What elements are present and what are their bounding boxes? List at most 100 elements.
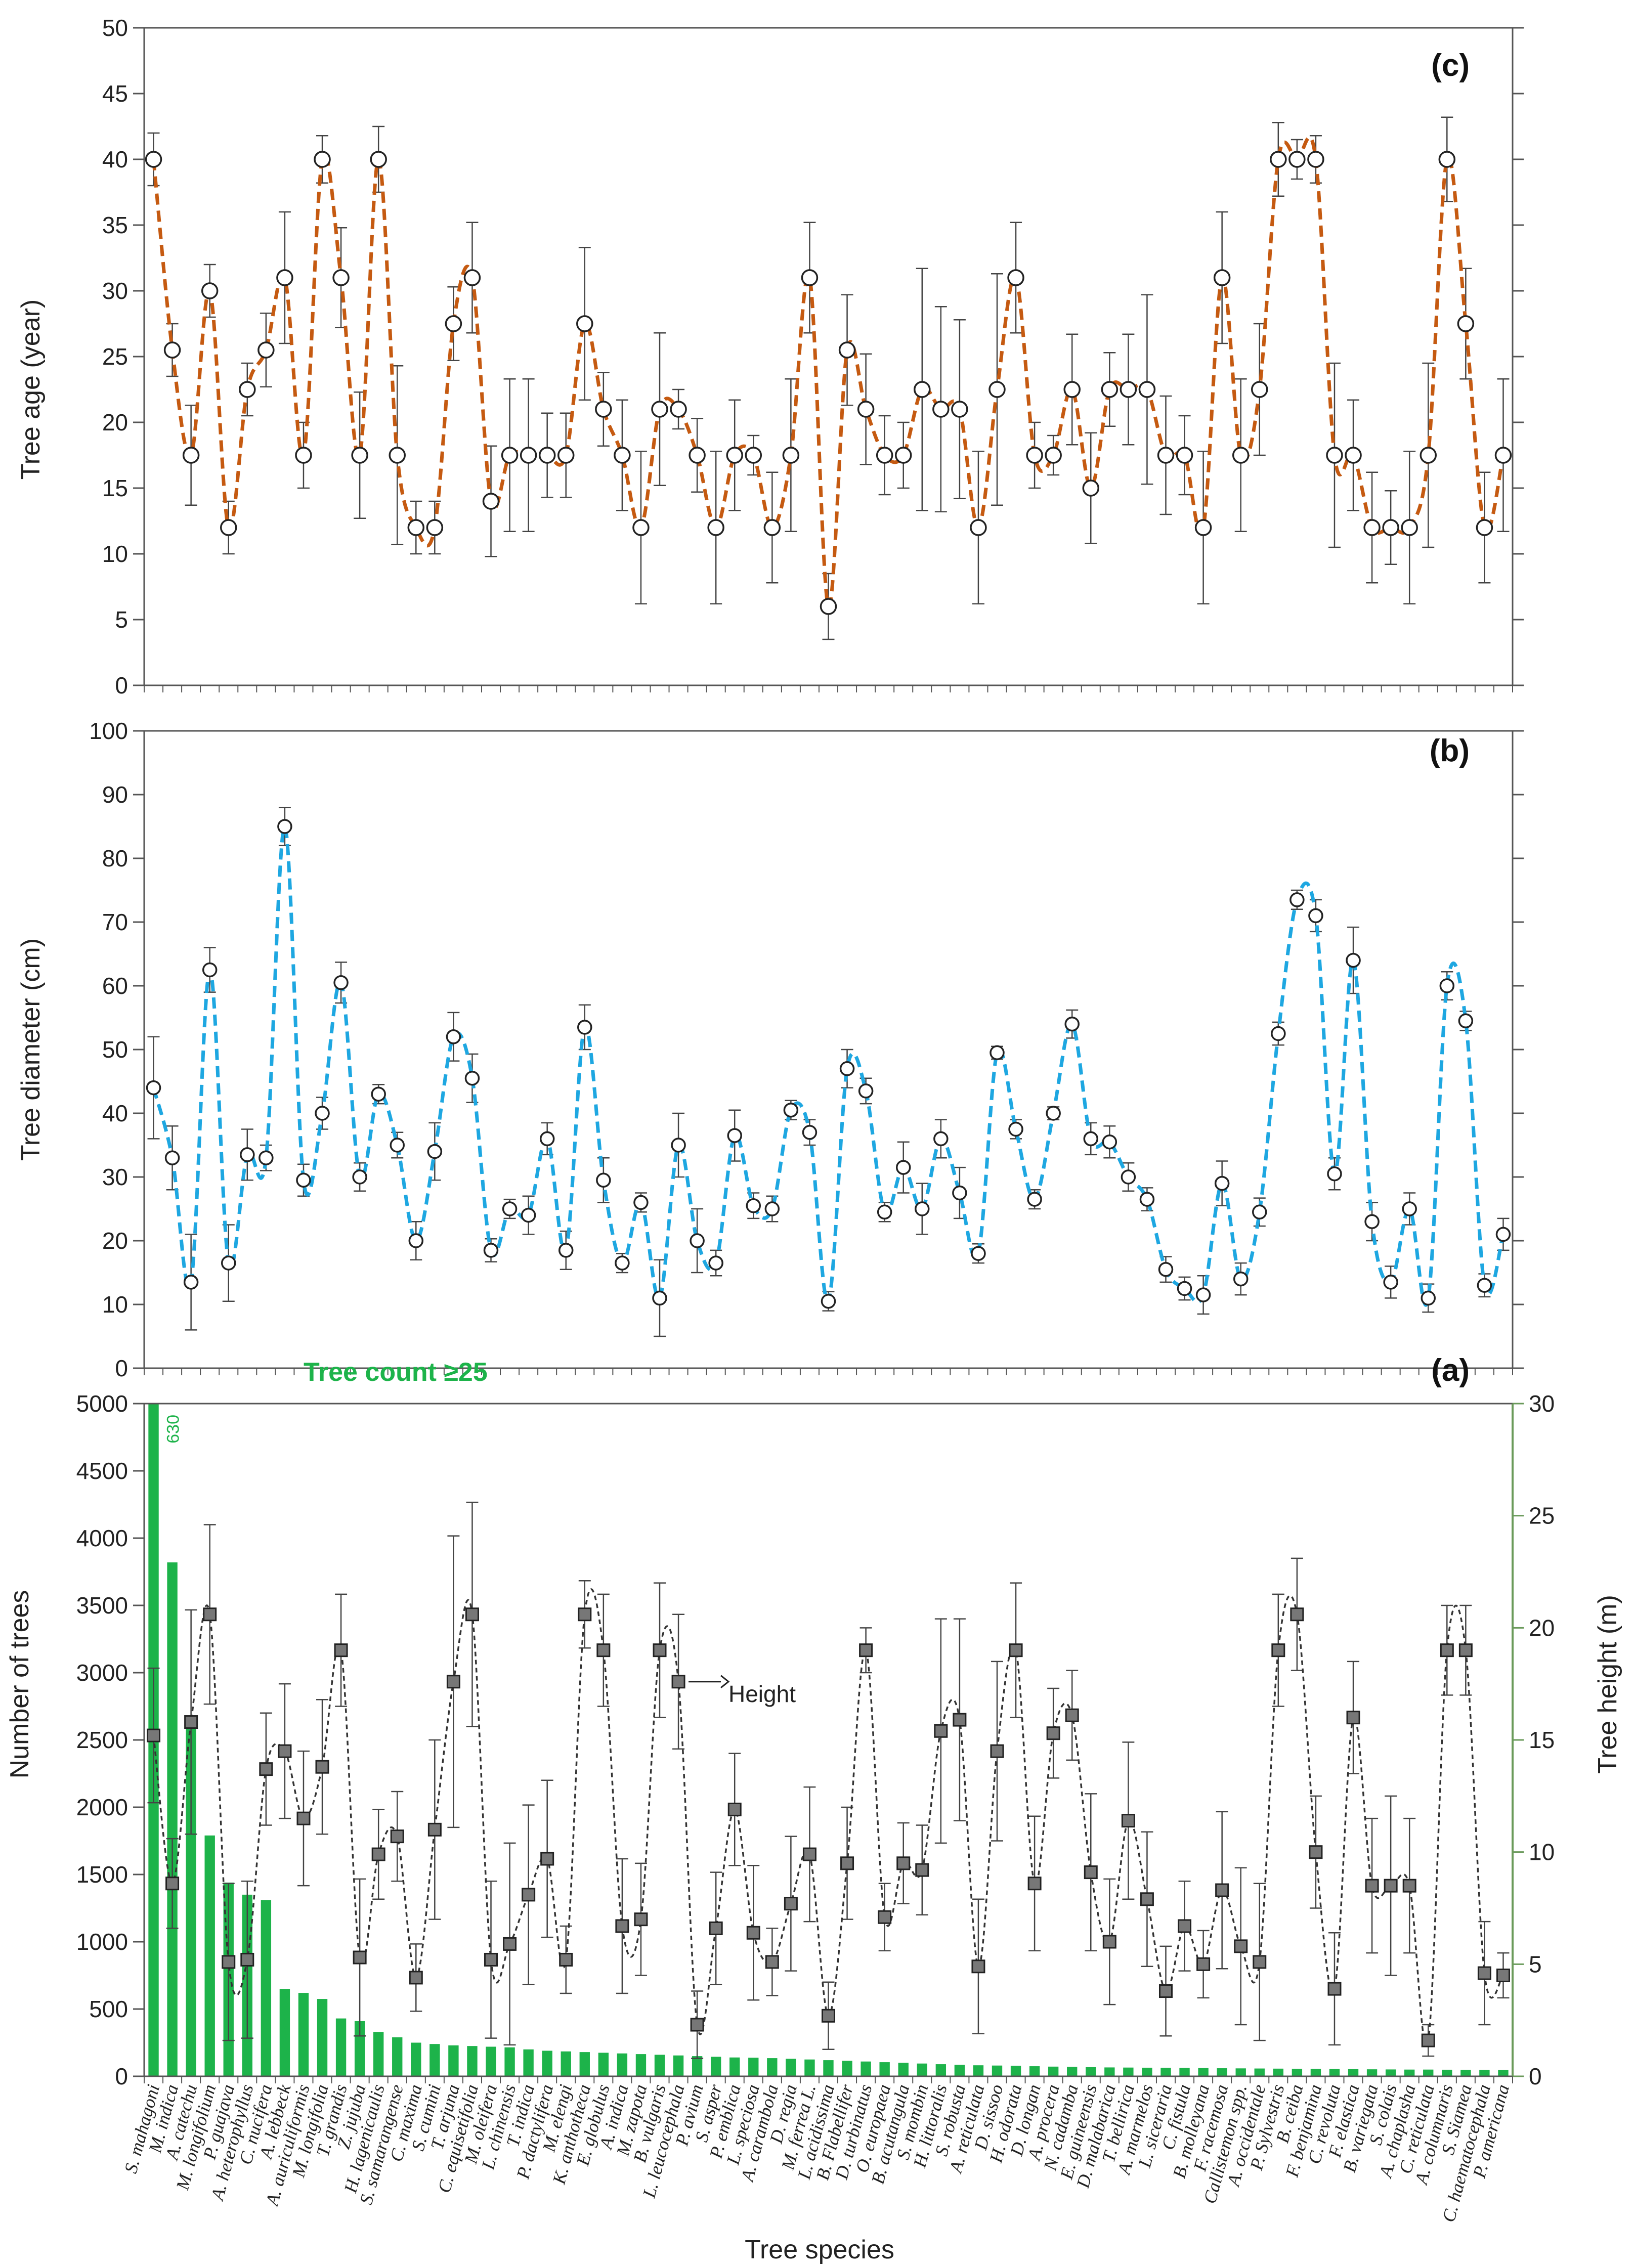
count-bar bbox=[467, 2046, 478, 2076]
age-point bbox=[689, 447, 706, 464]
count-bar bbox=[917, 2063, 927, 2076]
count-bar bbox=[1067, 2067, 1078, 2076]
count-bar bbox=[1104, 2067, 1115, 2076]
diameter-point bbox=[708, 1255, 723, 1271]
age-point bbox=[239, 381, 256, 398]
height-point bbox=[503, 1937, 517, 1951]
diameter-point bbox=[202, 962, 218, 978]
count-bar bbox=[973, 2065, 984, 2076]
count-bar bbox=[898, 2063, 909, 2076]
count-bar bbox=[1086, 2067, 1096, 2076]
height-point bbox=[1309, 1845, 1323, 1859]
age-point bbox=[1232, 447, 1250, 464]
age-point bbox=[1007, 269, 1024, 286]
panel-c-y-tick-label: 30 bbox=[102, 278, 128, 304]
panel-a-right-y-tick-label: 5 bbox=[1529, 1951, 1542, 1977]
count-bar bbox=[1423, 2069, 1434, 2076]
diameter-point bbox=[1346, 952, 1361, 968]
panel-b-y-tick-label: 20 bbox=[102, 1228, 128, 1254]
panel-a-right-y-tick-label: 0 bbox=[1529, 2063, 1542, 2089]
panel-a-y-tick-label: 0 bbox=[115, 2063, 128, 2089]
height-point bbox=[653, 1643, 667, 1658]
panel-a-y-tick-label: 500 bbox=[89, 1996, 128, 2022]
panel-c-y-tick-label: 10 bbox=[102, 541, 128, 567]
height-point bbox=[1046, 1726, 1060, 1740]
count-bar bbox=[804, 2059, 815, 2076]
age-point bbox=[1213, 269, 1231, 286]
diameter-point bbox=[690, 1233, 705, 1248]
age-point bbox=[201, 282, 219, 299]
height-point bbox=[165, 1877, 180, 1891]
panel-a-y-tick-label: 3500 bbox=[76, 1592, 128, 1619]
age-point bbox=[463, 269, 481, 286]
age-point bbox=[726, 447, 743, 464]
count-bar bbox=[748, 2058, 759, 2076]
count-bar bbox=[448, 2045, 459, 2076]
diameter-point bbox=[764, 1201, 780, 1216]
age-point bbox=[782, 447, 800, 464]
count-bar bbox=[786, 2059, 796, 2076]
count-bar bbox=[542, 2051, 552, 2076]
height-point bbox=[1196, 1957, 1211, 1971]
count-bar bbox=[504, 2047, 515, 2076]
age-point bbox=[389, 447, 406, 464]
age-point bbox=[1494, 447, 1512, 464]
count-bar bbox=[1029, 2066, 1040, 2076]
count-bar bbox=[1179, 2068, 1190, 2076]
height-annotation-arrowhead bbox=[720, 1675, 730, 1688]
age-point bbox=[988, 381, 1006, 398]
diameter-point bbox=[971, 1246, 986, 1261]
panel-b-y-tick-label: 10 bbox=[102, 1291, 128, 1318]
height-point bbox=[822, 2009, 835, 2023]
height-point bbox=[353, 1950, 367, 1965]
age-point bbox=[876, 447, 893, 464]
count-bar bbox=[673, 2055, 684, 2076]
diameter-point bbox=[521, 1207, 536, 1223]
height-point bbox=[934, 1724, 948, 1738]
panel-a-y-tick-label: 5000 bbox=[76, 1390, 128, 1417]
count-bar bbox=[1235, 2068, 1246, 2076]
height-point bbox=[371, 1847, 385, 1861]
diameter-point bbox=[915, 1201, 930, 1216]
age-point bbox=[576, 315, 593, 332]
height-point bbox=[278, 1744, 292, 1758]
count-bar bbox=[1273, 2068, 1284, 2076]
height-point bbox=[671, 1675, 685, 1689]
diameter-point bbox=[1271, 1026, 1286, 1041]
diameter-point bbox=[1083, 1131, 1099, 1147]
age-point bbox=[951, 401, 968, 418]
diameter-point bbox=[1402, 1201, 1417, 1216]
panel-b-y-tick-label: 100 bbox=[89, 718, 128, 744]
count-bar bbox=[279, 1989, 290, 2076]
height-point bbox=[784, 1897, 798, 1911]
height-point bbox=[1121, 1814, 1135, 1828]
count-bar bbox=[561, 2051, 571, 2076]
age-point bbox=[1251, 381, 1268, 398]
age-point bbox=[1420, 447, 1437, 464]
diameter-point bbox=[1121, 1169, 1136, 1185]
diameter-point bbox=[164, 1150, 180, 1165]
height-point bbox=[427, 1822, 442, 1837]
age-point bbox=[163, 341, 181, 359]
height-point bbox=[522, 1888, 536, 1902]
age-point bbox=[632, 519, 650, 536]
panel-b-y-tick-label: 60 bbox=[102, 973, 128, 999]
age-point bbox=[276, 269, 293, 286]
height-point bbox=[446, 1675, 460, 1689]
height-point bbox=[1178, 1919, 1192, 1933]
diameter-point bbox=[390, 1138, 405, 1153]
diameter-point bbox=[502, 1201, 518, 1216]
height-series-line bbox=[152, 1588, 1504, 2047]
panel-a-y-tick-label: 2500 bbox=[76, 1727, 128, 1753]
age-point bbox=[1476, 519, 1493, 536]
age-point bbox=[707, 519, 724, 536]
panel-a-right-y-tick-label: 30 bbox=[1529, 1390, 1555, 1417]
age-point bbox=[614, 447, 631, 464]
diameter-point bbox=[558, 1243, 574, 1258]
height-point bbox=[1290, 1607, 1304, 1622]
diameter-point bbox=[652, 1290, 667, 1306]
bar-overflow-label: 630 bbox=[164, 1415, 183, 1444]
height-point bbox=[1346, 1711, 1360, 1725]
